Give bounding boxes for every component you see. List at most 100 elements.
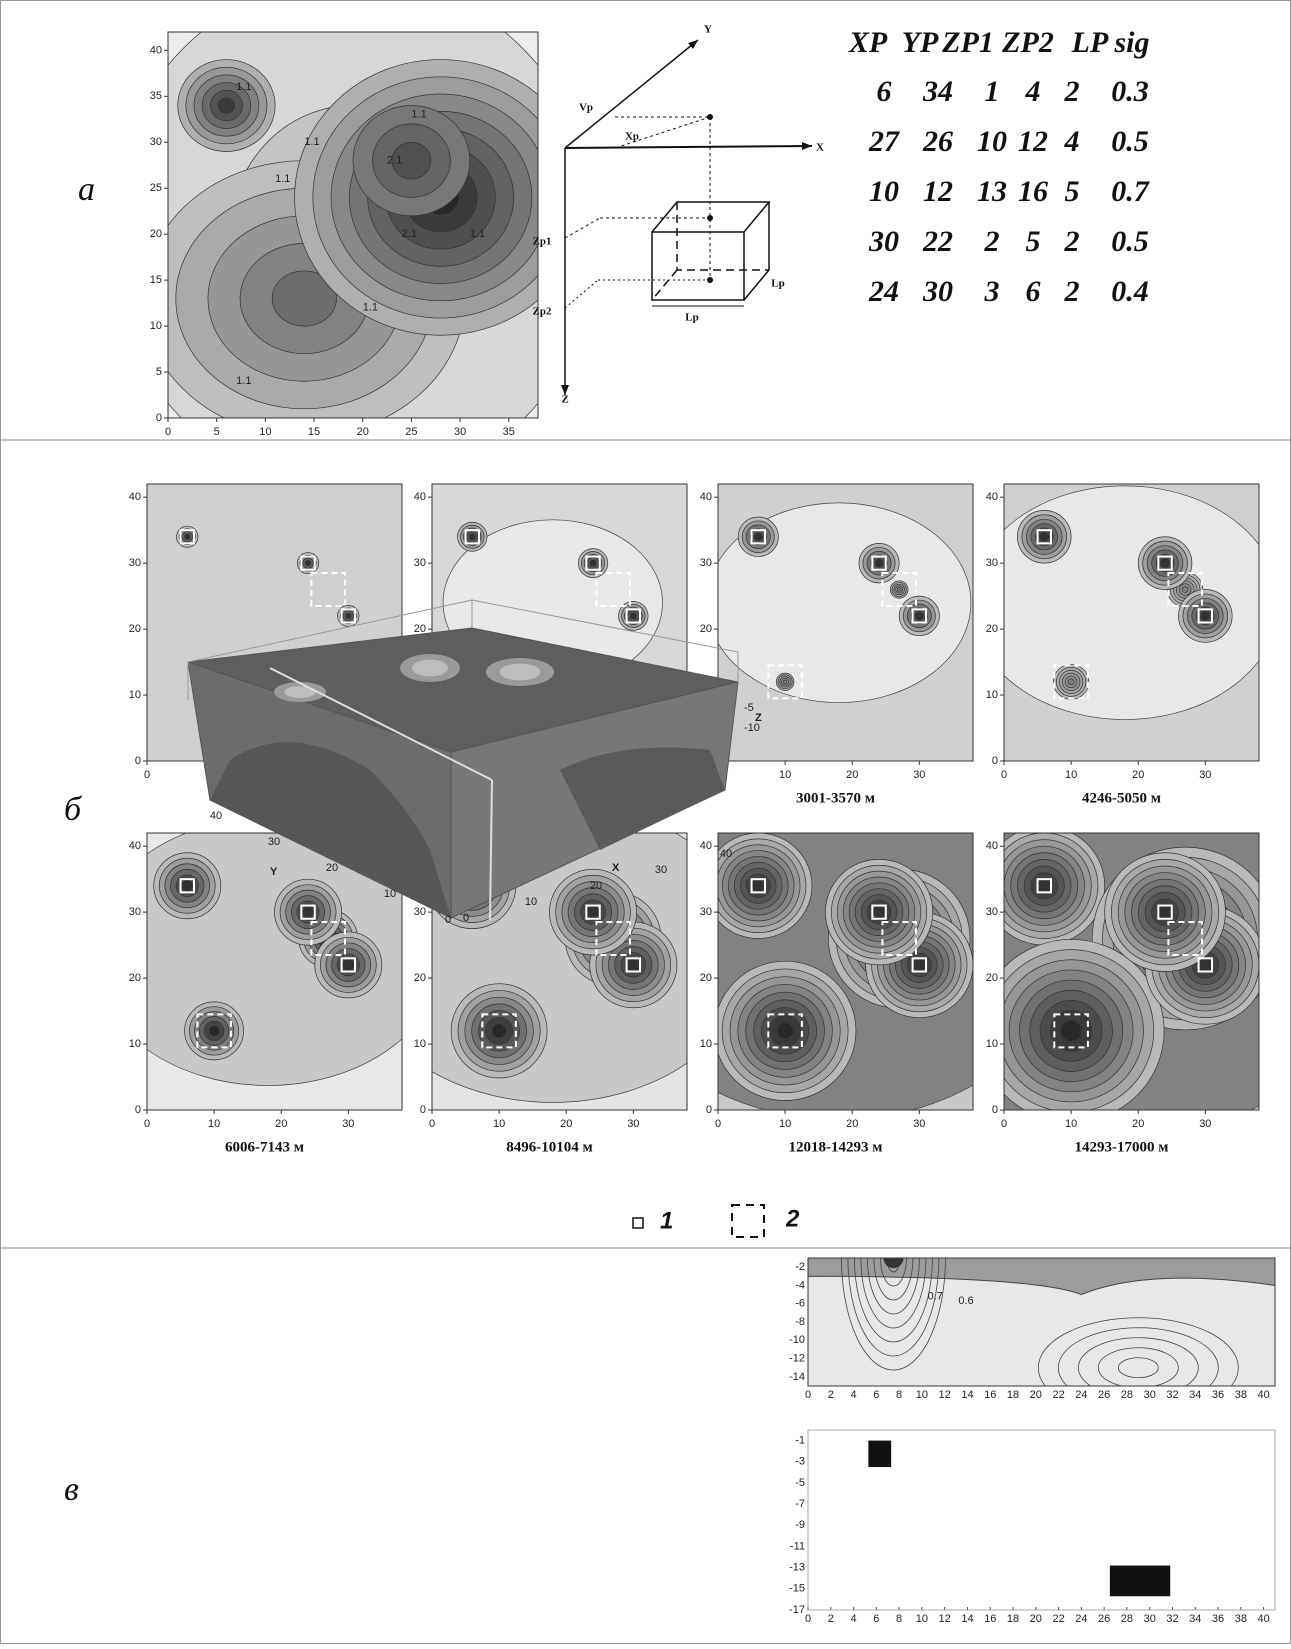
section-contour <box>867 1258 920 1315</box>
map-field <box>147 833 402 1110</box>
section-contour <box>1077 1337 1199 1386</box>
y-tick-label: 30 <box>150 136 162 148</box>
x-tick-label: 0 <box>144 1118 150 1130</box>
x-tick-label: 30 <box>1144 1389 1156 1401</box>
diagram-line <box>564 279 599 309</box>
table-cell: 0.4 <box>1111 275 1149 308</box>
x-tick-label: 20 <box>1132 1118 1144 1130</box>
x-tick-label: 10 <box>208 1118 220 1130</box>
source-marker <box>340 957 357 973</box>
y-tick-label: 20 <box>986 972 998 984</box>
contour-band <box>181 879 194 892</box>
x-tick-label: 8 <box>896 1389 902 1401</box>
x-tick-label: 20 <box>1132 769 1144 781</box>
section-band <box>808 1275 1275 1386</box>
y-tick-label: -17 <box>789 1604 805 1616</box>
source-marker <box>340 608 357 624</box>
arrow <box>802 142 812 150</box>
anomaly <box>284 686 316 698</box>
x-tick-label: 18 <box>1007 1389 1019 1401</box>
section-border <box>807 1257 1276 1387</box>
section-contour <box>841 1258 946 1371</box>
y-tick-label: 20 <box>986 623 998 635</box>
x-tick-label: 20 <box>846 769 858 781</box>
x-tick-label: 0 <box>715 1118 721 1130</box>
contour-band <box>271 270 337 327</box>
diagram-label: Lp <box>685 312 698 324</box>
source-outline <box>310 921 346 957</box>
x-tick-label: 34 <box>1189 1613 1201 1625</box>
map-caption: 6006-7143 м <box>225 1139 304 1155</box>
box-tick-label: 40 <box>720 848 732 860</box>
model-body <box>1109 1565 1171 1597</box>
y-tick-label: 0 <box>992 1104 998 1116</box>
contour-label: 1.1 <box>363 302 378 314</box>
box-tick-label: 10 <box>525 896 537 908</box>
y-tick-label: 40 <box>414 491 426 503</box>
diagram-line <box>614 116 711 149</box>
x-tick-label: 4 <box>850 1613 856 1625</box>
x-tick-label: 40 <box>1257 1613 1269 1625</box>
x-tick-label: 15 <box>308 426 320 438</box>
table-cell: 10 <box>869 175 899 208</box>
source-marker <box>1157 555 1173 571</box>
x-tick-label: 30 <box>627 1118 639 1130</box>
anomaly <box>412 659 448 677</box>
contour-band <box>586 905 600 919</box>
source-outline <box>481 1013 517 1049</box>
x-tick-label: 36 <box>1212 1613 1224 1625</box>
x-tick-label: 10 <box>916 1389 928 1401</box>
diagram-line <box>564 145 813 149</box>
table-cell: 2 <box>984 225 1000 258</box>
table-cell: 30 <box>868 225 899 258</box>
y-tick-label: -14 <box>789 1371 805 1383</box>
cube-hidden <box>651 202 769 301</box>
x-tick-label: 8 <box>896 1613 902 1625</box>
source-outline <box>881 572 917 608</box>
contour-band <box>342 959 355 971</box>
y-tick-label: 20 <box>150 228 162 240</box>
y-tick-label: 40 <box>150 44 162 56</box>
table-cell: 5 <box>1065 175 1080 208</box>
contour-band <box>491 1023 507 1038</box>
arrow <box>688 40 698 49</box>
source-marker <box>871 555 887 571</box>
contour-band <box>626 958 640 972</box>
diagram-label: Y <box>704 24 712 36</box>
table-cell: 10 <box>977 125 1007 158</box>
map-field <box>168 32 538 418</box>
y-tick-label: 0 <box>135 755 141 767</box>
table-cell: 4 <box>1025 75 1041 108</box>
contour-band <box>208 1025 220 1037</box>
table-cell: 3 <box>984 275 1000 308</box>
y-tick-label: 30 <box>700 557 712 569</box>
x-tick-label: 10 <box>779 769 791 781</box>
table-cell: 4 <box>1064 125 1080 158</box>
y-tick-label: 40 <box>986 491 998 503</box>
map-caption: 4246-5050 м <box>1082 790 1161 806</box>
slice-line <box>489 779 493 921</box>
y-tick-label: 25 <box>150 182 162 194</box>
y-tick-label: -3 <box>795 1456 805 1468</box>
x-tick-label: 0 <box>1001 769 1007 781</box>
contour-band <box>1200 611 1211 621</box>
y-tick-label: 0 <box>420 1104 426 1116</box>
y-tick-label: 20 <box>414 623 426 635</box>
table-cell: 16 <box>1018 175 1048 208</box>
box-tick-label: 20 <box>326 862 338 874</box>
contour-label: 2.1 <box>402 228 417 240</box>
x-tick-label: 14 <box>961 1613 973 1625</box>
y-tick-label: 0 <box>156 412 162 424</box>
x-tick-label: 24 <box>1075 1613 1087 1625</box>
box-tick-label: 10 <box>384 888 396 900</box>
x-tick-label: 28 <box>1121 1613 1133 1625</box>
map-field <box>432 484 687 761</box>
source-marker <box>625 608 642 624</box>
contour-band <box>776 1022 794 1039</box>
contour-band <box>302 906 314 918</box>
contour-band <box>1004 485 1259 720</box>
box-axis-label: Z <box>755 712 762 724</box>
x-tick-label: 34 <box>1189 1389 1201 1401</box>
source-marker <box>300 904 316 920</box>
contour-band <box>391 141 432 180</box>
